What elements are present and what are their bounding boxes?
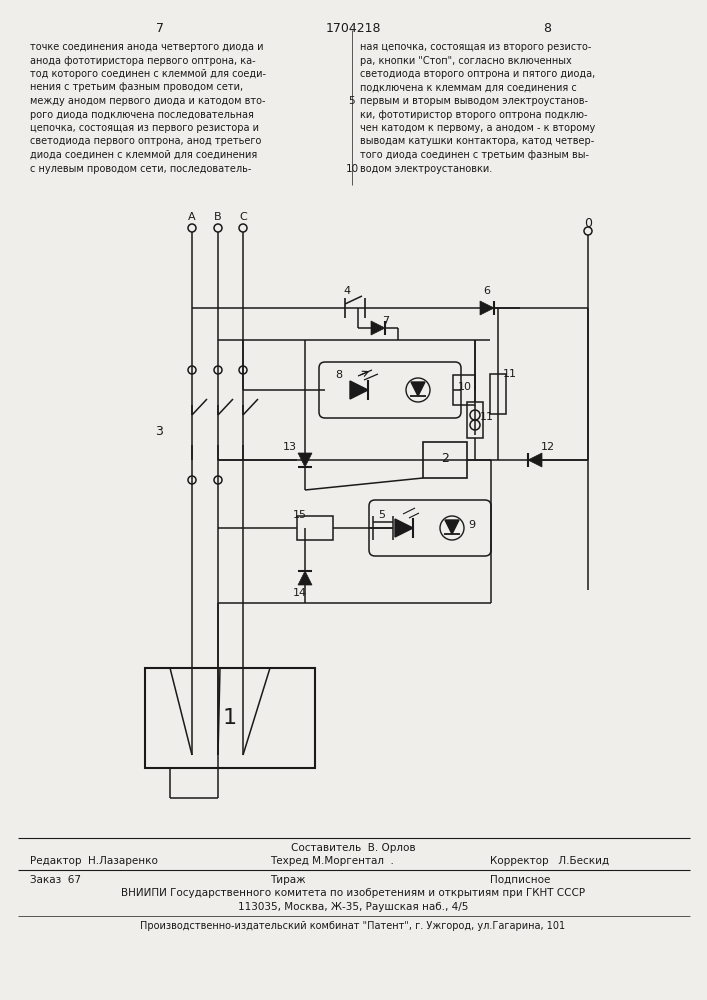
Text: Корректор   Л.Бескид: Корректор Л.Бескид (490, 856, 609, 866)
Text: 9: 9 (468, 520, 475, 530)
Text: A: A (188, 212, 196, 222)
Text: 11: 11 (480, 412, 494, 422)
Polygon shape (395, 519, 413, 537)
Bar (453, 375, 475, 405)
Text: светодиода первого оптрона, анод третьего: светодиода первого оптрона, анод третьег… (30, 136, 262, 146)
Text: Техред М.Моргентал  .: Техред М.Моргентал . (270, 856, 394, 866)
Text: между анодом первого диода и катодом вто-: между анодом первого диода и катодом вто… (30, 96, 266, 106)
Polygon shape (298, 571, 312, 585)
Text: 5: 5 (378, 510, 385, 520)
Text: 5: 5 (349, 96, 356, 106)
Polygon shape (445, 520, 459, 534)
Text: Редактор  Н.Лазаренко: Редактор Н.Лазаренко (30, 856, 158, 866)
Text: C: C (239, 212, 247, 222)
Text: 1704218: 1704218 (325, 22, 381, 35)
Text: 12: 12 (541, 442, 555, 452)
Text: светодиода второго оптрона и пятого диода,: светодиода второго оптрона и пятого диод… (360, 69, 595, 79)
Text: 6: 6 (483, 286, 490, 296)
Text: рого диода подключена последовательная: рого диода подключена последовательная (30, 109, 254, 119)
Text: с нулевым проводом сети, последователь-: с нулевым проводом сети, последователь- (30, 163, 252, 174)
Text: чен катодом к первому, а анодом - к второму: чен катодом к первому, а анодом - к втор… (360, 123, 595, 133)
Text: Тираж: Тираж (270, 875, 305, 885)
Text: Подписное: Подписное (490, 875, 550, 885)
Text: 8: 8 (335, 370, 342, 380)
Text: подключена к клеммам для соединения с: подключена к клеммам для соединения с (360, 83, 577, 93)
Text: тод которого соединен с клеммой для соеди-: тод которого соединен с клеммой для соед… (30, 69, 266, 79)
Bar (490, 374, 506, 414)
Text: ра, кнопки "Стоп", согласно включенных: ра, кнопки "Стоп", согласно включенных (360, 55, 572, 66)
Text: Составитель  В. Орлов: Составитель В. Орлов (291, 843, 415, 853)
Text: ная цепочка, состоящая из второго резисто-: ная цепочка, состоящая из второго резист… (360, 42, 591, 52)
Polygon shape (350, 381, 368, 399)
Text: 10: 10 (346, 163, 358, 174)
Bar (145, 668, 315, 768)
Bar (297, 516, 333, 540)
Text: 7: 7 (382, 316, 389, 326)
Polygon shape (480, 301, 494, 315)
Text: 14: 14 (293, 588, 307, 598)
Text: нения с третьим фазным проводом сети,: нения с третьим фазным проводом сети, (30, 83, 243, 93)
Text: того диода соединен с третьим фазным вы-: того диода соединен с третьим фазным вы- (360, 150, 589, 160)
Polygon shape (411, 382, 425, 396)
Bar (467, 402, 483, 438)
Text: 1: 1 (223, 708, 237, 728)
Text: 3: 3 (155, 425, 163, 438)
Text: точке соединения анода четвертого диода и: точке соединения анода четвертого диода … (30, 42, 264, 52)
Text: B: B (214, 212, 222, 222)
Polygon shape (528, 453, 542, 467)
Text: Производственно-издательский комбинат "Патент", г. Ужгород, ул.Гагарина, 101: Производственно-издательский комбинат "П… (141, 921, 566, 931)
Text: 2: 2 (441, 452, 449, 464)
Text: 10: 10 (458, 382, 472, 392)
Text: 15: 15 (293, 510, 307, 520)
Text: 8: 8 (543, 22, 551, 35)
Text: цепочка, состоящая из первого резистора и: цепочка, состоящая из первого резистора … (30, 123, 259, 133)
Text: первым и вторым выводом электроустанов-: первым и вторым выводом электроустанов- (360, 96, 588, 106)
Text: 13: 13 (283, 442, 297, 452)
Polygon shape (298, 453, 312, 467)
Text: выводам катушки контактора, катод четвер-: выводам катушки контактора, катод четвер… (360, 136, 595, 146)
Text: 4: 4 (343, 286, 350, 296)
Text: диода соединен с клеммой для соединения: диода соединен с клеммой для соединения (30, 150, 257, 160)
Text: Заказ  67: Заказ 67 (30, 875, 81, 885)
Polygon shape (371, 321, 385, 335)
Text: ВНИИПИ Государственного комитета по изобретениям и открытиям при ГКНТ СССР: ВНИИПИ Государственного комитета по изоб… (121, 888, 585, 898)
Text: 113035, Москва, Ж-35, Раушская наб., 4/5: 113035, Москва, Ж-35, Раушская наб., 4/5 (238, 902, 468, 912)
Text: 7: 7 (156, 22, 164, 35)
Text: 11: 11 (503, 369, 517, 379)
Text: ки, фототиристор второго оптрона подклю-: ки, фототиристор второго оптрона подклю- (360, 109, 588, 119)
Text: водом электроустановки.: водом электроустановки. (360, 163, 492, 174)
Text: анода фототиристора первого оптрона, ка-: анода фототиристора первого оптрона, ка- (30, 55, 256, 66)
Bar (423, 442, 467, 478)
Text: 0: 0 (584, 217, 592, 230)
